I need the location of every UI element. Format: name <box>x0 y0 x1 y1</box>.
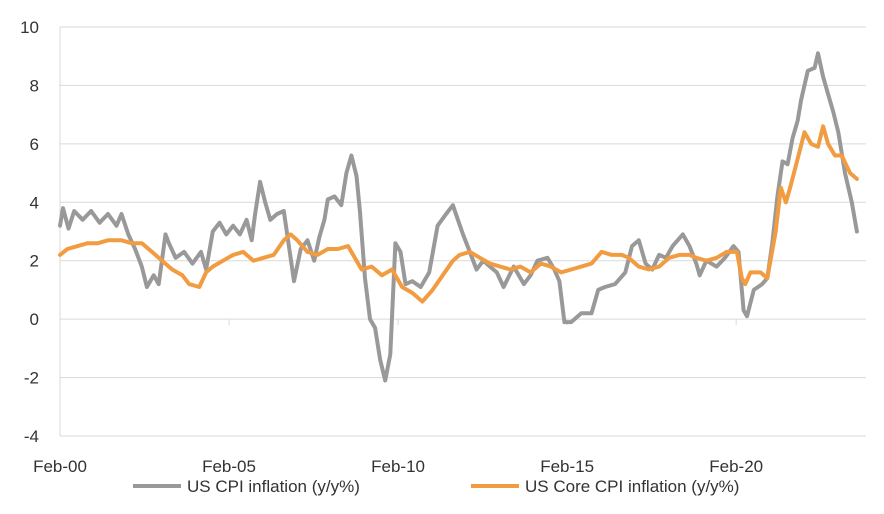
y-tick-label: 0 <box>30 310 39 329</box>
y-tick-label: 10 <box>20 18 39 37</box>
legend-label-cpi: US CPI inflation (y/y%) <box>187 477 360 496</box>
series-line-cpi <box>58 51 859 383</box>
y-tick-label: 8 <box>30 76 39 95</box>
y-tick-label: -2 <box>24 369 39 388</box>
y-tick-label: 6 <box>30 135 39 154</box>
y-axis-tick-labels: 10 8 6 4 2 0 -2 -4 <box>20 18 39 446</box>
y-tick-label: -4 <box>24 427 39 446</box>
x-tick-label: Feb-20 <box>709 457 763 476</box>
x-axis-tick-labels: Feb-00 Feb-05 Feb-10 Feb-15 Feb-20 <box>33 457 763 476</box>
y-tick-label: 2 <box>30 252 39 271</box>
legend-label-core-cpi: US Core CPI inflation (y/y%) <box>525 477 739 496</box>
x-tick-label: Feb-00 <box>33 457 87 476</box>
legend: US CPI inflation (y/y%) US Core CPI infl… <box>133 477 739 496</box>
y-tick-label: 4 <box>30 193 39 212</box>
x-tick-label: Feb-05 <box>202 457 256 476</box>
series-lines <box>58 51 859 383</box>
x-tick-label: Feb-10 <box>371 457 425 476</box>
series-line-core-cpi <box>58 124 859 304</box>
x-tick-label: Feb-15 <box>540 457 594 476</box>
